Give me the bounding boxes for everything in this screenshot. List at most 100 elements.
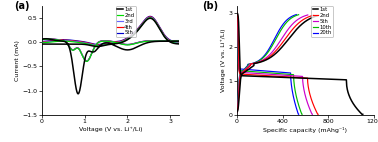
5th: [177, 41, 181, 43]
2nd: [177, 43, 181, 44]
Line: 3rd: 3rd: [42, 17, 179, 61]
1st: [361, 113, 365, 115]
Line: 4th: 4th: [42, 17, 179, 61]
4th: [57, 39, 62, 41]
5th: [234, 12, 239, 13]
5th: [259, 73, 263, 75]
1st: [52, 43, 57, 45]
2nd: [130, 43, 135, 45]
2nd: [316, 113, 321, 115]
20th: [290, 91, 295, 93]
X-axis label: Specific capacity (mAhg⁻¹): Specific capacity (mAhg⁻¹): [263, 127, 347, 133]
4th: [177, 40, 181, 42]
1st: [148, 17, 152, 19]
4th: [85, 60, 89, 62]
5th: [85, 60, 89, 62]
1st: [234, 12, 239, 13]
10th: [300, 113, 304, 115]
5th: [84, 60, 88, 62]
4th: [84, 60, 88, 62]
Legend: 1st, 2nd, 3rd, 4th, 5th: 1st, 2nd, 3rd, 4th, 5th: [116, 6, 136, 37]
Line: 2nd: 2nd: [237, 13, 318, 114]
1st: [333, 79, 337, 80]
10th: [234, 12, 239, 13]
2nd: [140, 41, 145, 43]
3rd: [52, 40, 57, 42]
5th: [284, 75, 289, 76]
3rd: [46, 41, 51, 43]
5th: [256, 73, 260, 74]
Line: 20th: 20th: [237, 13, 299, 114]
Line: 5th: 5th: [42, 16, 179, 61]
1st: [177, 43, 181, 45]
Text: (a): (a): [14, 1, 29, 11]
2nd: [316, 113, 320, 115]
Line: 10th: 10th: [237, 13, 302, 114]
5th: [148, 15, 152, 17]
Line: 2nd: 2nd: [42, 18, 179, 61]
3rd: [177, 42, 181, 44]
1st: [274, 76, 279, 78]
20th: [254, 69, 259, 71]
1st: [265, 76, 270, 78]
Y-axis label: Voltage (V vs. Li⁺/Li): Voltage (V vs. Li⁺/Li): [221, 29, 226, 92]
1st: [317, 78, 322, 80]
2nd: [52, 41, 57, 42]
1st: [348, 98, 353, 99]
1st: [84, 53, 88, 55]
1st: [130, 48, 135, 50]
1st: [360, 113, 364, 115]
10th: [285, 73, 290, 75]
4th: [130, 43, 135, 45]
5th: [303, 93, 307, 95]
5th: [310, 113, 314, 115]
1st: [76, 93, 81, 95]
5th: [140, 41, 145, 42]
3rd: [85, 60, 89, 62]
1st: [270, 76, 274, 78]
10th: [251, 71, 255, 72]
2nd: [148, 17, 152, 19]
10th: [255, 71, 260, 73]
10th: [300, 113, 304, 115]
20th: [234, 12, 239, 13]
Legend: 1st, 2nd, 5th, 10th, 20th: 1st, 2nd, 5th, 10th, 20th: [311, 6, 333, 37]
10th: [253, 71, 257, 73]
3rd: [84, 60, 88, 62]
1st: [46, 43, 51, 45]
3rd: [57, 39, 62, 41]
Line: 1st: 1st: [42, 18, 179, 94]
2nd: [288, 76, 293, 78]
4th: [148, 16, 152, 18]
2nd: [254, 74, 259, 76]
2nd: [57, 39, 62, 41]
10th: [293, 92, 298, 94]
5th: [130, 43, 135, 45]
20th: [252, 69, 256, 71]
3rd: [177, 40, 181, 42]
Line: 1st: 1st: [237, 13, 363, 114]
2nd: [308, 94, 312, 96]
20th: [296, 113, 301, 115]
2nd: [234, 12, 239, 13]
5th: [52, 39, 57, 41]
5th: [46, 40, 51, 42]
1st: [177, 40, 181, 42]
5th: [57, 39, 62, 41]
X-axis label: Voltage (V vs. Li⁺/Li): Voltage (V vs. Li⁺/Li): [79, 127, 142, 132]
Y-axis label: Current (mA): Current (mA): [15, 40, 20, 81]
10th: [277, 73, 282, 75]
5th: [310, 113, 314, 115]
20th: [296, 113, 301, 115]
4th: [140, 41, 145, 42]
20th: [283, 72, 287, 73]
2nd: [177, 40, 181, 42]
5th: [177, 40, 181, 41]
3rd: [148, 16, 152, 18]
4th: [52, 40, 57, 41]
20th: [249, 69, 254, 71]
2nd: [260, 75, 265, 76]
2nd: [298, 77, 302, 79]
Line: 5th: 5th: [237, 13, 312, 114]
4th: [46, 40, 51, 42]
